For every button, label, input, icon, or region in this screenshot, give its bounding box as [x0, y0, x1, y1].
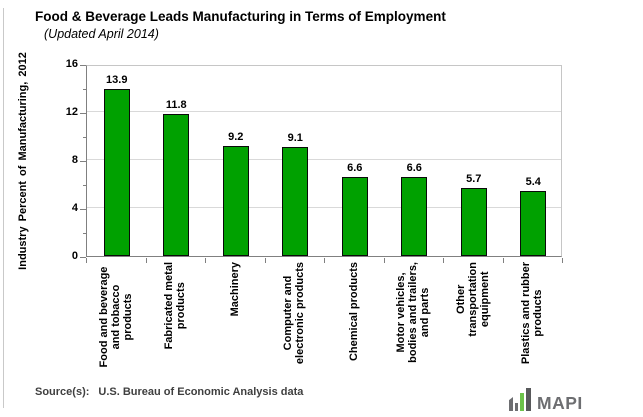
- x-tick-mark: [86, 258, 87, 263]
- left-edge-divider: [3, 8, 4, 408]
- source-label: Source(s):: [35, 386, 90, 398]
- y-tick-mark: [80, 65, 86, 66]
- x-tick-mark: [324, 258, 325, 263]
- bar-value-label: 6.6: [347, 161, 363, 174]
- y-minor-tick-mark: [83, 233, 86, 234]
- chart-subtitle: (Updated April 2014): [44, 27, 159, 41]
- y-axis-title-wrap: Industry Percent of Manufacturing, 2012: [12, 52, 34, 270]
- y-tick-mark: [80, 161, 86, 162]
- y-tick-label: 12: [65, 106, 78, 118]
- y-tick-label: 8: [71, 154, 78, 166]
- x-tick-mark: [383, 258, 385, 263]
- bar-value-label: 6.6: [406, 161, 422, 174]
- x-tick-mark: [502, 258, 504, 263]
- x-tick-mark: [264, 258, 266, 263]
- bar-value-label: 9.2: [228, 130, 244, 143]
- y-tick-mark: [80, 257, 86, 258]
- y-minor-tick-mark: [83, 137, 86, 138]
- gridline: [87, 111, 561, 112]
- bar-value-label: 11.8: [165, 99, 187, 112]
- bar: [341, 176, 368, 256]
- logo-bar-icon: [509, 397, 513, 411]
- logo-bar-green-icon: [520, 393, 524, 411]
- source-line: Source(s): U.S. Bureau of Economic Analys…: [35, 386, 303, 398]
- x-category-label: Plastics and rubber products: [503, 262, 563, 374]
- plot-area: 13.9 11.8 9.2 9.1 6.6 6.6 5.7 5.4: [86, 65, 562, 257]
- bar-value-label: 9.1: [287, 131, 303, 144]
- bar: [520, 191, 547, 256]
- y-tick-label: 4: [71, 202, 78, 214]
- y-minor-tick-mark: [83, 89, 86, 90]
- x-tick-mark: [562, 258, 563, 263]
- gridline: [87, 159, 561, 160]
- y-tick-mark: [80, 209, 86, 210]
- mapi-logo: MAPI: [509, 387, 583, 411]
- bar-value-label: 5.7: [466, 172, 482, 185]
- bar-value-label: 13.9: [106, 74, 128, 87]
- source-text: U.S. Bureau of Economic Analysis data: [98, 386, 304, 398]
- mapi-logo-text: MAPI: [537, 392, 583, 413]
- x-tick-mark: [205, 258, 206, 263]
- y-tick-mark: [80, 113, 86, 114]
- bar: [401, 176, 428, 256]
- y-axis-title: Industry Percent of Manufacturing, 2012: [17, 52, 29, 270]
- bar: [282, 146, 309, 256]
- bar: [222, 145, 249, 256]
- x-category-label-inner: Plastics and rubber products: [476, 262, 588, 374]
- x-tick-mark: [443, 258, 444, 263]
- bar-value-label: 5.4: [525, 176, 541, 189]
- y-minor-tick-mark: [83, 185, 86, 186]
- y-tick-label: 16: [65, 58, 78, 70]
- y-tick-label: 0: [71, 250, 78, 262]
- mapi-logo-bars-icon: [509, 387, 531, 411]
- bar: [103, 89, 130, 256]
- chart-title: Food & Beverage Leads Manufacturing in T…: [35, 9, 446, 24]
- bar: [460, 187, 487, 256]
- logo-bar-icon: [526, 388, 531, 411]
- x-category-label-text: Plastics and rubber products: [519, 262, 545, 365]
- logo-bar-icon: [515, 403, 518, 411]
- x-tick-mark: [145, 258, 147, 263]
- bar: [163, 114, 190, 256]
- gridline: [87, 207, 561, 208]
